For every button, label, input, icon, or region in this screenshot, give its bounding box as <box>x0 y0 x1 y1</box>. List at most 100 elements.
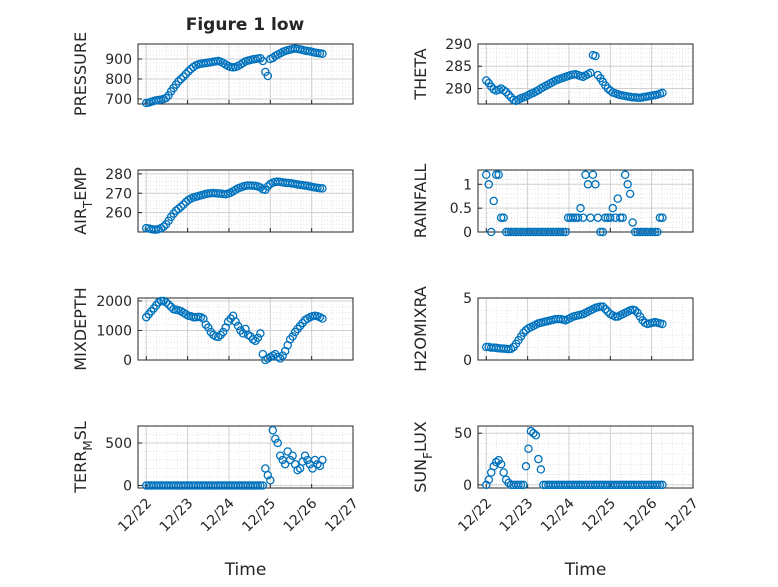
data-point <box>620 170 630 180</box>
y-axis-label: THETA <box>411 48 430 100</box>
data-point <box>181 69 191 79</box>
axes-box <box>477 43 694 105</box>
data-point <box>253 333 263 343</box>
data-point <box>218 327 228 337</box>
data-point <box>521 462 531 471</box>
y-tick-label: 5 <box>463 291 472 307</box>
data-point <box>318 184 327 193</box>
data-point <box>531 431 541 440</box>
data-point <box>573 213 583 222</box>
data-point <box>204 323 213 332</box>
data-point <box>529 428 538 438</box>
data-point <box>489 462 498 471</box>
subplot-theta: 280 285 290 THETA <box>411 37 694 106</box>
y-tick-label: 280 <box>105 167 132 183</box>
data-point <box>596 227 605 237</box>
y-label-base: H2OMIXRA <box>411 286 430 372</box>
data-point <box>491 457 501 467</box>
data-point <box>598 227 608 237</box>
axes-box <box>137 169 354 233</box>
data-point <box>499 468 508 477</box>
data-point <box>588 170 598 180</box>
y-tick-label: 285 <box>445 59 472 75</box>
data-point <box>176 74 186 84</box>
data-point <box>256 329 265 338</box>
y-tick-label: 2000 <box>96 294 132 310</box>
data-point <box>504 478 513 488</box>
y-tick-label: 900 <box>105 52 132 68</box>
y-tick-label: 0.5 <box>450 201 472 217</box>
data-point <box>159 222 168 231</box>
data-point <box>501 87 511 97</box>
data-point <box>482 480 491 490</box>
data-point <box>628 218 637 227</box>
y-tick-label: 0 <box>463 478 472 494</box>
y-tick-label: 270 <box>105 186 132 202</box>
data-point <box>213 332 223 342</box>
y-tick-label: 1000 <box>96 323 132 339</box>
data-point <box>591 51 600 61</box>
subplot-h2omixra: 0 5 H2OMIXRA <box>411 286 694 372</box>
subplot-air-temp: 260 270 280 AIRTEMP <box>71 167 354 235</box>
data-point <box>300 451 310 460</box>
data-point <box>625 189 635 199</box>
data-point <box>280 459 290 469</box>
data-point <box>496 459 506 469</box>
y-axis-label: H2OMIXRA <box>411 286 430 372</box>
data-point <box>256 53 265 63</box>
data-point <box>568 213 578 222</box>
data-point <box>308 464 317 473</box>
y-label-base: SUN <box>411 459 430 493</box>
data-point <box>650 227 660 237</box>
data-point <box>601 213 610 222</box>
data-point <box>176 202 186 212</box>
y-tick-label: 0 <box>463 225 472 241</box>
data-point <box>482 76 491 85</box>
data-point <box>496 213 506 222</box>
data-point <box>161 93 171 103</box>
data-point <box>482 170 491 180</box>
data-point <box>561 227 570 237</box>
data-point <box>598 302 608 311</box>
data-point <box>499 85 508 95</box>
figure-title: Figure 1 low <box>186 15 305 35</box>
y-tick-label: 1 <box>463 177 472 193</box>
y-tick-label: 0 <box>123 353 132 369</box>
y-axis-label: MIXDEPTH <box>71 287 90 370</box>
data-point <box>486 227 496 237</box>
y-tick-label: 290 <box>445 37 472 53</box>
y-label-subscript: F <box>421 452 435 459</box>
y-axis-label: SUNFLUX <box>411 421 435 493</box>
y-tick-label: 260 <box>105 206 132 222</box>
y-label-base: PRESSURE <box>71 32 90 116</box>
data-point <box>658 480 667 490</box>
data-point <box>285 455 295 465</box>
data-point <box>516 480 526 490</box>
y-axis-label: RAINFALL <box>411 164 430 239</box>
data-point <box>536 465 546 474</box>
axes-box <box>137 43 354 105</box>
data-point <box>506 344 516 354</box>
data-point <box>179 72 188 81</box>
data-point <box>273 438 282 448</box>
data-point <box>630 306 640 315</box>
data-point <box>653 227 662 237</box>
y-label-base: MIXDEPTH <box>71 287 90 370</box>
subplot-mixdepth: 0 1000 2000 MIXDEPTH <box>71 287 354 371</box>
y-label-base: THETA <box>411 48 430 100</box>
data-point <box>556 227 565 237</box>
data-point <box>233 321 243 331</box>
y-tick-label: 800 <box>105 72 132 88</box>
y-tick-label: 0 <box>463 353 472 369</box>
y-axis-label: PRESSURE <box>71 32 90 116</box>
y-label-base: AIR <box>71 208 90 235</box>
data-point <box>258 481 268 490</box>
data-point <box>658 88 667 98</box>
x-axis-label: Time <box>564 560 607 580</box>
data-point <box>615 213 625 222</box>
data-point <box>648 227 657 237</box>
data-point <box>263 471 273 480</box>
y-tick-label: 500 <box>105 436 132 452</box>
data-point <box>591 180 600 189</box>
